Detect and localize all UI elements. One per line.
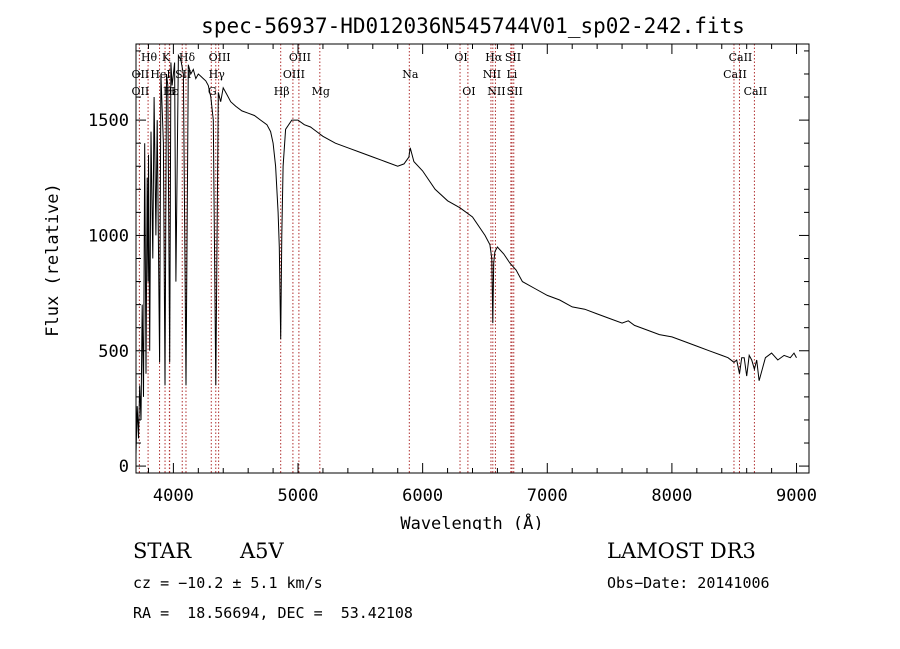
line-label: G	[208, 85, 217, 98]
line-label: Hα	[485, 51, 503, 64]
plot-frame	[135, 43, 810, 474]
line-label: NII	[487, 85, 505, 98]
x-axis-ticks: 4000 5000 6000 7000 8000 9000	[147, 44, 817, 506]
line-label: SII	[505, 51, 521, 64]
sky-coordinates: RA = 18.56694, DEC = 53.42108	[133, 604, 413, 622]
y-tick-label: 1500	[88, 111, 129, 131]
y-tick-label: 0	[119, 457, 129, 477]
y-tick-label: 500	[98, 342, 129, 362]
y-axis-label: Flux (relative)	[43, 183, 63, 337]
line-label: CaII	[723, 68, 747, 81]
line-label: SII	[507, 85, 523, 98]
spectrum-chart: spec-56937-HD012036N545744V01_sp02-242.f…	[43, 14, 817, 530]
y-tick-label: 1000	[88, 226, 129, 246]
line-label: CaII	[744, 85, 768, 98]
line-label: OII	[132, 68, 150, 81]
line-label: OIII	[289, 51, 311, 64]
object-type: STAR	[133, 539, 192, 563]
x-axis-label: Wavelength (Å)	[400, 512, 543, 530]
line-label: Hθ	[141, 51, 158, 64]
survey-name: LAMOST DR3	[607, 539, 756, 563]
line-label: Li	[506, 68, 517, 81]
spectrum-line	[135, 53, 797, 455]
emission-line-markers	[138, 44, 755, 473]
x-tick-label: 6000	[402, 486, 443, 506]
line-label: NII	[483, 68, 501, 81]
chart-title: spec-56937-HD012036N545744V01_sp02-242.f…	[201, 14, 745, 38]
y-axis-ticks: 0 500 1000 1500	[88, 50, 809, 477]
line-label: CaII	[729, 51, 753, 64]
x-tick-label: 8000	[651, 486, 692, 506]
line-label: Na	[402, 68, 419, 81]
spectral-subclass: A5V	[240, 539, 284, 563]
x-tick-label: 7000	[527, 486, 568, 506]
x-tick-label: 5000	[278, 486, 319, 506]
line-label: Hδ	[179, 51, 196, 64]
observation-date: Obs−Date: 20141006	[607, 574, 770, 592]
x-tick-label: 9000	[776, 486, 817, 506]
line-label: K	[162, 51, 171, 64]
x-tick-label: 4000	[153, 486, 194, 506]
redshift-velocity: cz = −10.2 ± 5.1 km/s	[133, 574, 323, 592]
line-label: Hγ	[209, 68, 226, 81]
line-label: OIII	[209, 51, 231, 64]
line-label: Hβ	[274, 85, 290, 98]
line-label: OI	[454, 51, 467, 64]
line-label: Mg	[312, 85, 330, 98]
line-label: OIII	[283, 68, 305, 81]
line-label: OII	[132, 85, 150, 98]
line-label: OI	[462, 85, 475, 98]
